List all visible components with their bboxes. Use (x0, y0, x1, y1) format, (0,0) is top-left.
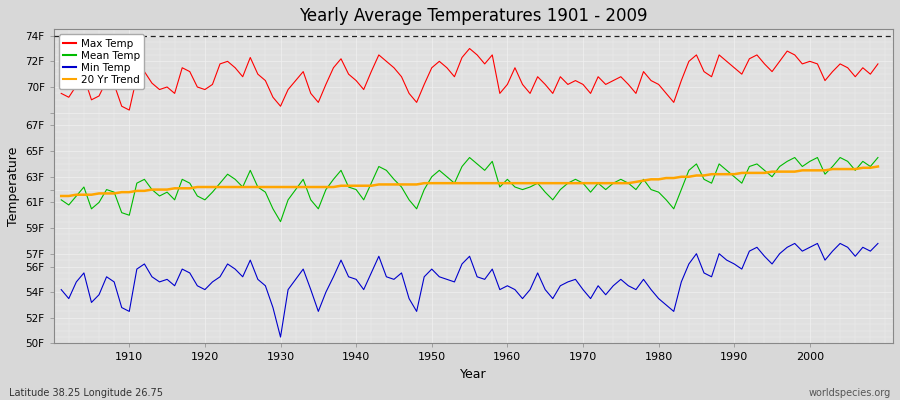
Text: worldspecies.org: worldspecies.org (809, 388, 891, 398)
Y-axis label: Temperature: Temperature (7, 147, 20, 226)
X-axis label: Year: Year (460, 368, 487, 381)
Title: Yearly Average Temperatures 1901 - 2009: Yearly Average Temperatures 1901 - 2009 (299, 7, 648, 25)
Legend: Max Temp, Mean Temp, Min Temp, 20 Yr Trend: Max Temp, Mean Temp, Min Temp, 20 Yr Tre… (58, 34, 144, 89)
Text: Latitude 38.25 Longitude 26.75: Latitude 38.25 Longitude 26.75 (9, 388, 163, 398)
